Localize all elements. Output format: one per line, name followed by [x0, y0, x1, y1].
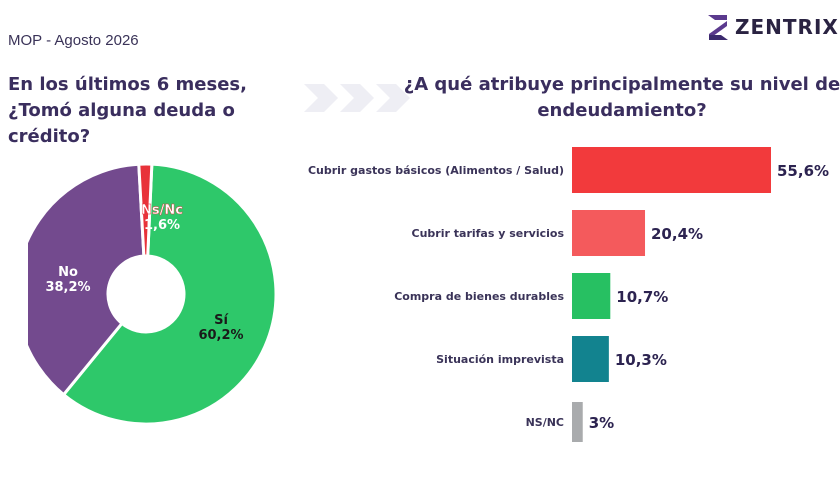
value-label: 55,6%	[777, 162, 829, 180]
value-label: 10,7%	[616, 288, 668, 306]
bar	[572, 402, 583, 442]
brand-logo: ZENTRIX	[705, 12, 839, 42]
donut-slice	[137, 162, 154, 258]
brand-name: ZENTRIX	[735, 15, 839, 39]
category-label: Compra de bienes durables	[394, 290, 564, 303]
bar	[572, 147, 771, 193]
question-left: En los últimos 6 meses, ¿Tomó alguna deu…	[8, 74, 247, 147]
chevron-icon	[376, 84, 410, 112]
slice-label: Ns/Nc	[141, 203, 183, 218]
bar	[572, 273, 611, 319]
survey-subtitle: MOP - Agosto 2026	[8, 32, 139, 49]
value-label: 20,4%	[651, 225, 703, 243]
category-label: Situación imprevista	[436, 353, 564, 366]
question-right: ¿A qué atribuye principalmente su nivel …	[403, 74, 840, 121]
category-label: Cubrir gastos básicos (Alimentos / Salud…	[308, 164, 564, 177]
slice-label: No	[58, 265, 78, 280]
donut-slice	[61, 162, 278, 426]
chevron-icon	[304, 84, 338, 112]
zentrix-logo-icon	[708, 15, 728, 40]
category-label: Cubrir tarifas y servicios	[412, 227, 565, 240]
value-label: 10,3%	[615, 351, 667, 369]
bar	[572, 210, 646, 256]
value-label: 3%	[589, 414, 614, 432]
slice-value-label: 1,6%	[144, 218, 180, 233]
chevron-icon	[340, 84, 374, 112]
bar-chart: Cubrir gastos básicos (Alimentos / Salud…	[308, 147, 829, 442]
slice-label: Sí	[214, 313, 229, 328]
slice-value-label: 38,2%	[45, 280, 90, 295]
category-label: NS/NC	[526, 416, 564, 429]
donut-slice	[28, 162, 146, 397]
chevrons-divider	[304, 84, 410, 112]
slice-value-label: 60,2%	[198, 328, 243, 343]
bar	[572, 336, 609, 382]
